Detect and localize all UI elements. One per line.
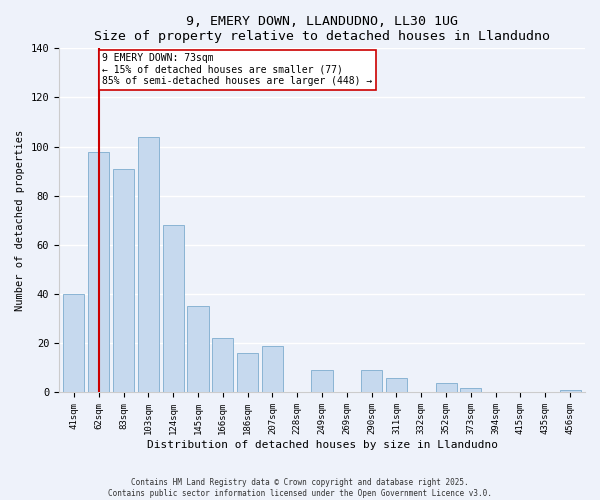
Bar: [187, 306, 209, 392]
Bar: [386, 378, 407, 392]
Text: Contains HM Land Registry data © Crown copyright and database right 2025.
Contai: Contains HM Land Registry data © Crown c…: [108, 478, 492, 498]
Bar: [311, 370, 332, 392]
Bar: [460, 388, 481, 392]
Bar: [237, 353, 258, 393]
Text: 9 EMERY DOWN: 73sqm
← 15% of detached houses are smaller (77)
85% of semi-detach: 9 EMERY DOWN: 73sqm ← 15% of detached ho…: [103, 53, 373, 86]
Bar: [163, 226, 184, 392]
Bar: [361, 370, 382, 392]
Bar: [262, 346, 283, 393]
Bar: [64, 294, 85, 392]
Bar: [138, 137, 159, 392]
Bar: [212, 338, 233, 392]
Bar: [88, 152, 109, 392]
X-axis label: Distribution of detached houses by size in Llandudno: Distribution of detached houses by size …: [146, 440, 497, 450]
Y-axis label: Number of detached properties: Number of detached properties: [15, 130, 25, 311]
Bar: [560, 390, 581, 392]
Title: 9, EMERY DOWN, LLANDUDNO, LL30 1UG
Size of property relative to detached houses : 9, EMERY DOWN, LLANDUDNO, LL30 1UG Size …: [94, 15, 550, 43]
Bar: [436, 382, 457, 392]
Bar: [113, 169, 134, 392]
